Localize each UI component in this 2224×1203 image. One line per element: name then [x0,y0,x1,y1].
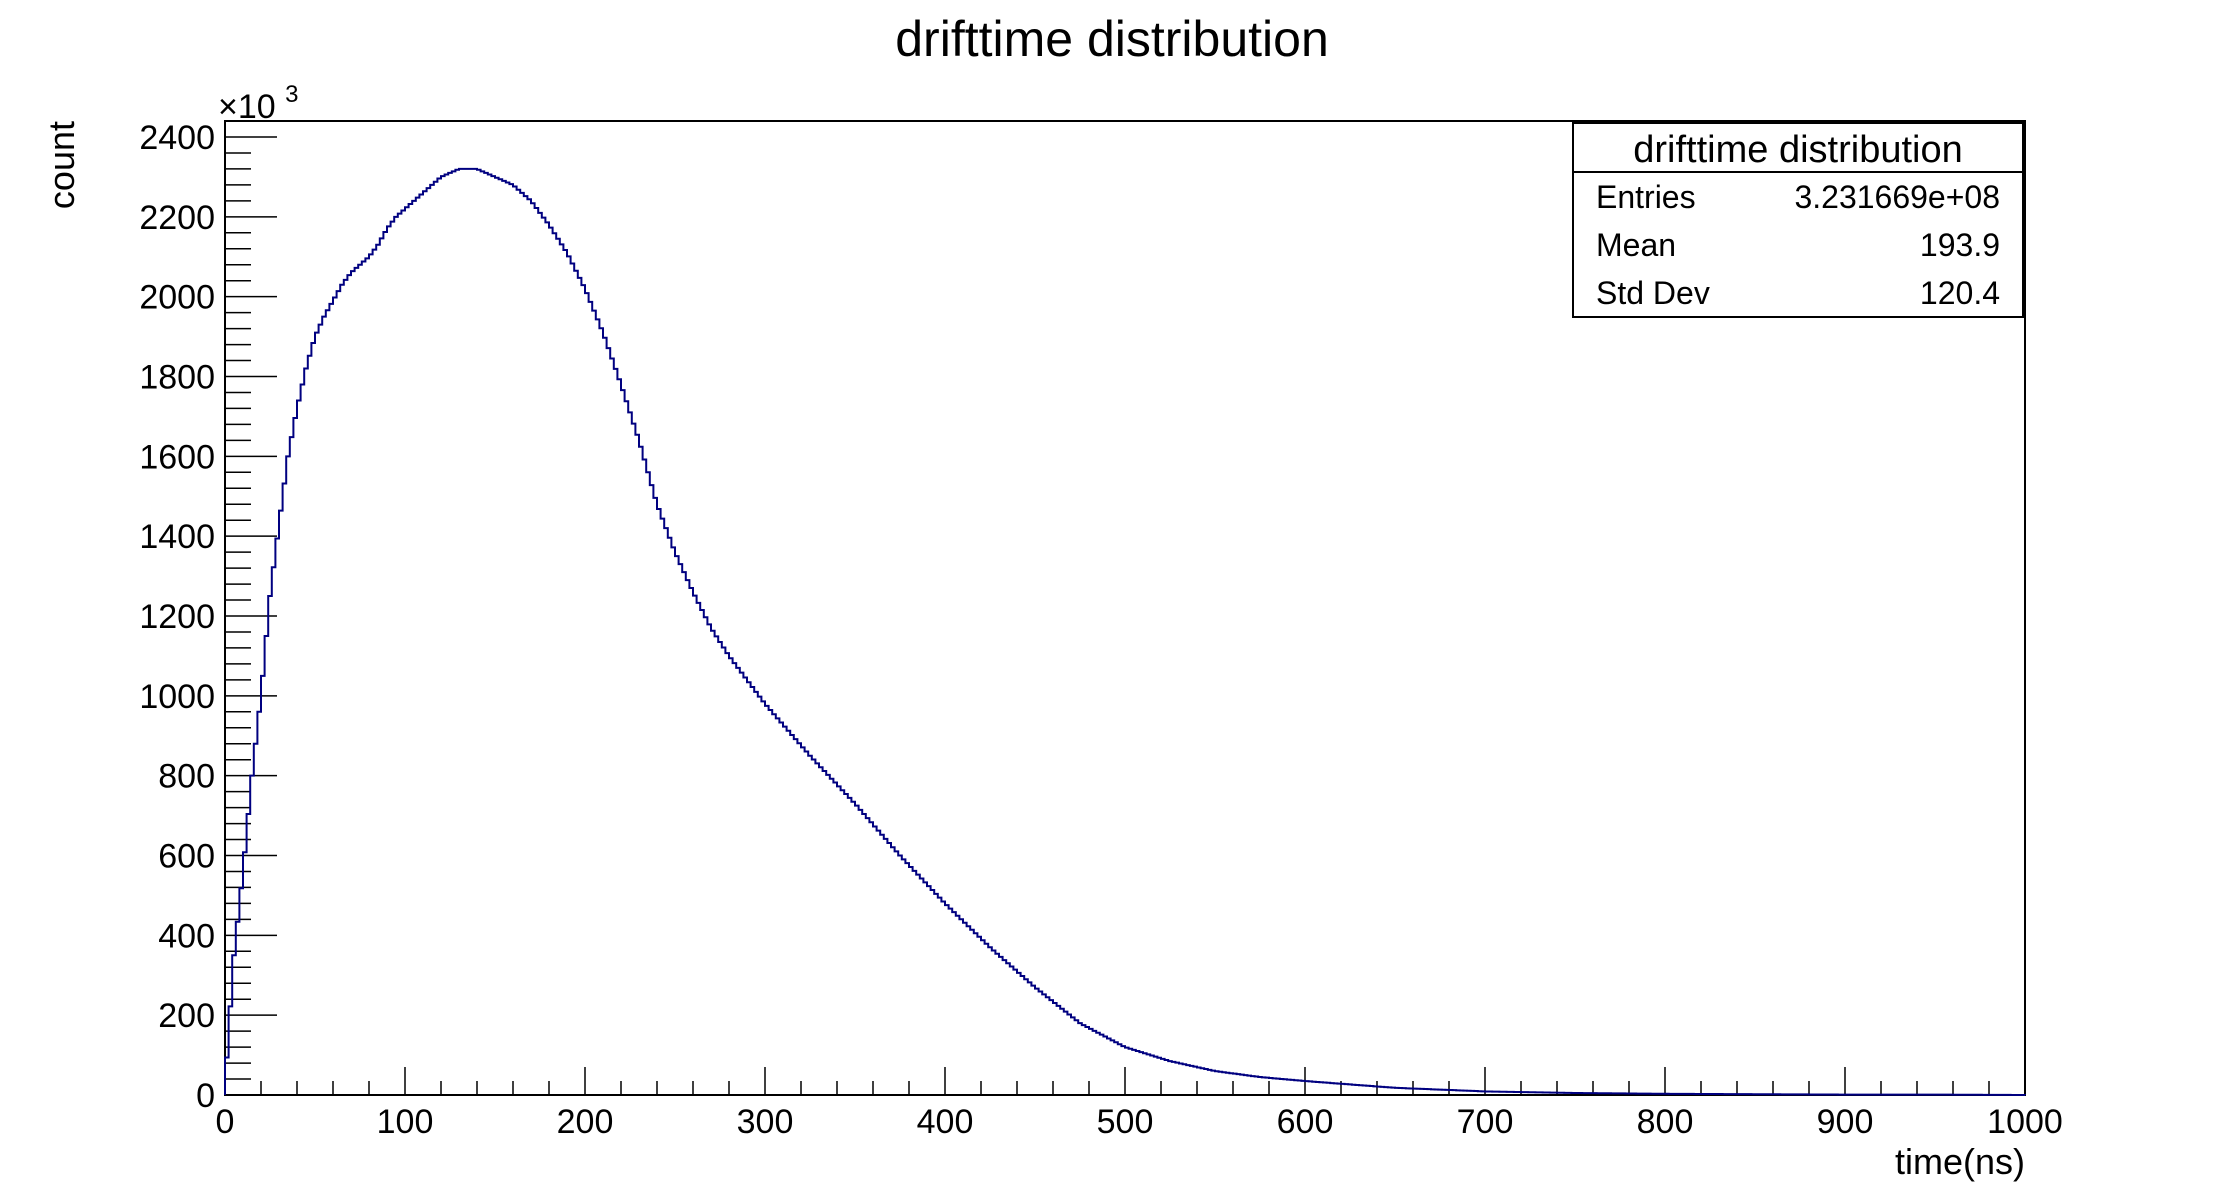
y-tick-label: 2400 [139,119,215,157]
x-tick-label: 0 [216,1103,235,1141]
stats-box: drifttime distribution Entries 3.231669e… [1572,122,2024,318]
y-axis-multiplier: ×10 3 [218,81,299,126]
x-tick-label: 1000 [1987,1103,2063,1141]
y-tick-label: 1600 [139,438,215,476]
y-tick-label: 0 [196,1077,215,1115]
x-axis-ticks [224,1067,2026,1095]
stats-mean-label: Mean [1596,227,1676,263]
x-tick-label: 500 [1097,1103,1154,1141]
y-axis-label: count [41,121,82,209]
x-tick-label: 600 [1277,1103,1334,1141]
x-tick-label: 100 [377,1103,434,1141]
x-tick-label: 900 [1817,1103,1874,1141]
x-axis-label: time(ns) [1895,1141,2025,1182]
stats-box-frame [1572,122,2024,318]
x-tick-label: 300 [737,1103,794,1141]
y-tick-label: 800 [158,758,215,796]
stats-mean-value: 193.9 [1920,227,2000,263]
stats-entries-label: Entries [1596,179,1696,215]
y-tick-label: 1800 [139,359,215,397]
chart-title: drifttime distribution [895,11,1329,67]
x-tick-label: 700 [1457,1103,1514,1141]
x-axis-tick-labels: 0 100 200 300 400 500 600 700 800 900 1000 [216,1103,2063,1141]
y-tick-label: 1200 [139,598,215,636]
y-tick-label: 1400 [139,518,215,556]
y-tick-label: 200 [158,997,215,1035]
x-tick-label: 400 [917,1103,974,1141]
y-tick-label: 600 [158,838,215,876]
y-axis-ticks [225,136,277,1096]
stats-stddev-value: 120.4 [1920,275,2000,311]
stats-box-title: drifttime distribution [1633,129,1962,171]
y-multiplier-exponent: 3 [285,81,298,108]
y-multiplier-base: ×10 [218,88,276,126]
y-axis-tick-labels: 0 200 400 600 800 1000 1200 1400 1600 1800 2000 220… [139,119,215,1115]
y-tick-label: 2200 [139,199,215,237]
y-tick-label: 400 [158,917,215,955]
stats-entries-value: 3.231669e+08 [1794,179,2000,215]
x-tick-label: 200 [557,1103,614,1141]
histogram-series-line [224,167,2026,1096]
x-tick-label: 800 [1637,1103,1694,1141]
y-tick-label: 2000 [139,279,215,317]
y-tick-label: 1000 [139,678,215,716]
series-layer [224,167,2026,1096]
stats-stddev-label: Std Dev [1596,275,1710,311]
